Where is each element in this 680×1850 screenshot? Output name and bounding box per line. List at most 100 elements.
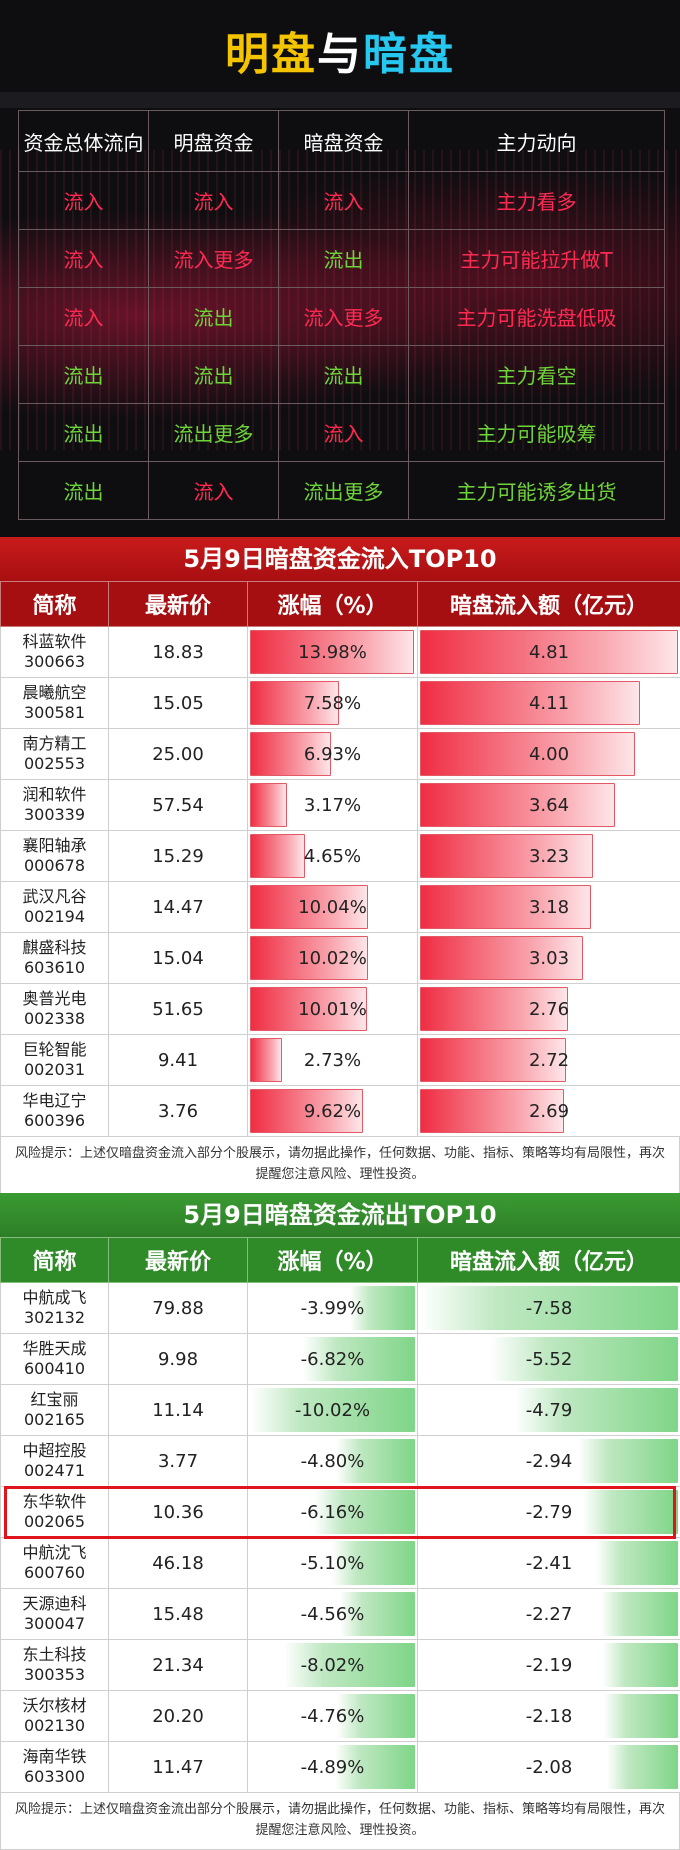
amount-bar	[420, 936, 583, 980]
outflow-col-header: 简称	[0, 1237, 109, 1283]
stock-code: 302132	[23, 1308, 86, 1327]
price-cell: 15.05	[108, 677, 248, 729]
change-cell: -3.99%	[247, 1282, 418, 1334]
stock-code: 603610	[23, 958, 86, 977]
stock-name: 中航成飞	[22, 1288, 87, 1307]
stock-name: 中超控股	[22, 1441, 87, 1460]
change-cell: -6.82%	[247, 1333, 418, 1385]
outflow-table: 简称 最新价 涨幅（%） 暗盘流入额（亿元） 中航成飞 302132 79.88 -3.99…	[0, 1237, 680, 1793]
change-value: 9.62%	[303, 1100, 362, 1122]
change-bar	[336, 1439, 415, 1483]
amount-bar	[420, 1286, 678, 1330]
stock-name: 华电辽宁	[22, 1091, 87, 1110]
amount-bar	[420, 834, 594, 878]
amount-value: -7.58	[525, 1297, 573, 1319]
stock-name-cell: 华胜天成 600410	[0, 1333, 109, 1385]
amount-bar	[490, 1337, 678, 1381]
change-cell: 3.17%	[247, 779, 418, 831]
inflow-col-header: 简称	[0, 581, 109, 627]
inflow-col-header: 涨幅（%）	[247, 581, 418, 627]
change-bar	[250, 987, 368, 1031]
outflow-title: 5月9日暗盘资金流出TOP10	[0, 1193, 680, 1237]
table-row: 海南华铁 603300 11.47 -4.89% -2.08	[0, 1741, 680, 1793]
amount-value: -5.52	[525, 1348, 573, 1370]
legend-table: 资金总体流向 明盘资金 暗盘资金 主力动向 流入 流入 流入 主力看多 流入 流入更多 流出 主力可能…	[18, 110, 665, 520]
price-cell: 20.20	[108, 1690, 248, 1742]
change-value: 10.01%	[298, 998, 367, 1020]
stock-name: 麒盛科技	[22, 938, 87, 957]
legend-cell: 流入	[18, 171, 149, 230]
legend-cell: 流入	[148, 461, 279, 520]
amount-cell: -2.08	[417, 1741, 680, 1793]
amount-bar	[420, 1089, 565, 1133]
price-cell: 21.34	[108, 1639, 248, 1691]
stock-name: 红宝丽	[30, 1390, 79, 1409]
stock-name-cell: 沃尔核材 002130	[0, 1690, 109, 1742]
amount-cell: -2.27	[417, 1588, 680, 1640]
price-cell: 15.04	[108, 932, 248, 984]
change-value: -8.02%	[300, 1654, 365, 1676]
table-row: 东土科技 300353 21.34 -8.02% -2.19	[0, 1639, 680, 1691]
amount-cell: -2.19	[417, 1639, 680, 1691]
price-cell: 9.98	[108, 1333, 248, 1385]
stock-name-cell: 东土科技 300353	[0, 1639, 109, 1691]
legend-cell: 主力可能拉升做T	[408, 229, 665, 288]
change-bar	[250, 681, 339, 725]
change-bar	[303, 1337, 415, 1381]
title-part-3: 暗盘	[363, 29, 455, 80]
stock-code: 002165	[23, 1410, 86, 1429]
legend-section: 明盘与暗盘 资金总体流向 明盘资金 暗盘资金 主力动向 流入 流入 流入 主力看多 流入 流入更多…	[0, 0, 680, 537]
amount-value: -2.94	[525, 1450, 573, 1472]
legend-cell: 流出	[18, 461, 149, 520]
amount-bar	[420, 987, 569, 1031]
amount-value: 4.81	[528, 641, 570, 663]
legend-header-cell: 资金总体流向	[18, 110, 149, 172]
amount-cell: 3.03	[417, 932, 680, 984]
table-row: 沃尔核材 002130 20.20 -4.76% -2.18	[0, 1690, 680, 1742]
stock-code: 300581	[23, 703, 86, 722]
stock-code: 603300	[23, 1767, 86, 1786]
price-cell: 3.77	[108, 1435, 248, 1487]
legend-cell: 主力看空	[408, 345, 665, 404]
stock-name-cell: 润和软件 300339	[0, 779, 109, 831]
stock-code: 002471	[23, 1461, 86, 1480]
stock-name: 南方精工	[22, 734, 87, 753]
stock-name: 武汉凡谷	[22, 887, 87, 906]
stock-code: 002065	[23, 1512, 86, 1531]
change-value: 13.98%	[298, 641, 367, 663]
stock-name: 华胜天成	[22, 1339, 87, 1358]
amount-bar	[420, 681, 641, 725]
amount-cell: -2.79	[417, 1486, 680, 1538]
amount-bar	[600, 1592, 678, 1636]
legend-cell: 主力可能洗盘低吸	[408, 287, 665, 346]
price-cell: 3.76	[108, 1085, 248, 1137]
change-cell: 10.04%	[247, 881, 418, 933]
table-row: 中超控股 002471 3.77 -4.80% -2.94	[0, 1435, 680, 1487]
legend-cell: 流入	[278, 403, 409, 462]
legend-cell: 主力可能吸筹	[408, 403, 665, 462]
amount-value: 3.18	[528, 896, 570, 918]
amount-value: -2.18	[525, 1705, 573, 1727]
change-value: -3.99%	[300, 1297, 365, 1319]
outflow-col-header: 涨幅（%）	[247, 1237, 418, 1283]
change-bar	[250, 630, 414, 674]
legend-cell: 流出	[278, 345, 409, 404]
legend-cell: 流入	[148, 171, 279, 230]
stock-name-cell: 奥普光电 002338	[0, 983, 109, 1035]
amount-cell: -5.52	[417, 1333, 680, 1385]
amount-cell: 4.81	[417, 626, 680, 678]
change-value: -6.16%	[300, 1501, 365, 1523]
amount-cell: -2.18	[417, 1690, 680, 1742]
amount-bar	[595, 1541, 678, 1585]
inflow-panel: 5月9日暗盘资金流入TOP10 简称 最新价 涨幅（%） 暗盘流入额（亿元） 科蓝软件…	[0, 537, 680, 1194]
legend-cell: 流出	[278, 229, 409, 288]
table-row: 科蓝软件 300663 18.83 13.98% 4.81	[0, 626, 680, 678]
amount-cell: 2.76	[417, 983, 680, 1035]
price-cell: 11.47	[108, 1741, 248, 1793]
stock-code: 300047	[23, 1614, 86, 1633]
title-part-2: 与	[317, 29, 363, 80]
stock-name: 科蓝软件	[22, 632, 87, 651]
amount-cell: 4.00	[417, 728, 680, 780]
stock-name: 襄阳轴承	[22, 836, 87, 855]
